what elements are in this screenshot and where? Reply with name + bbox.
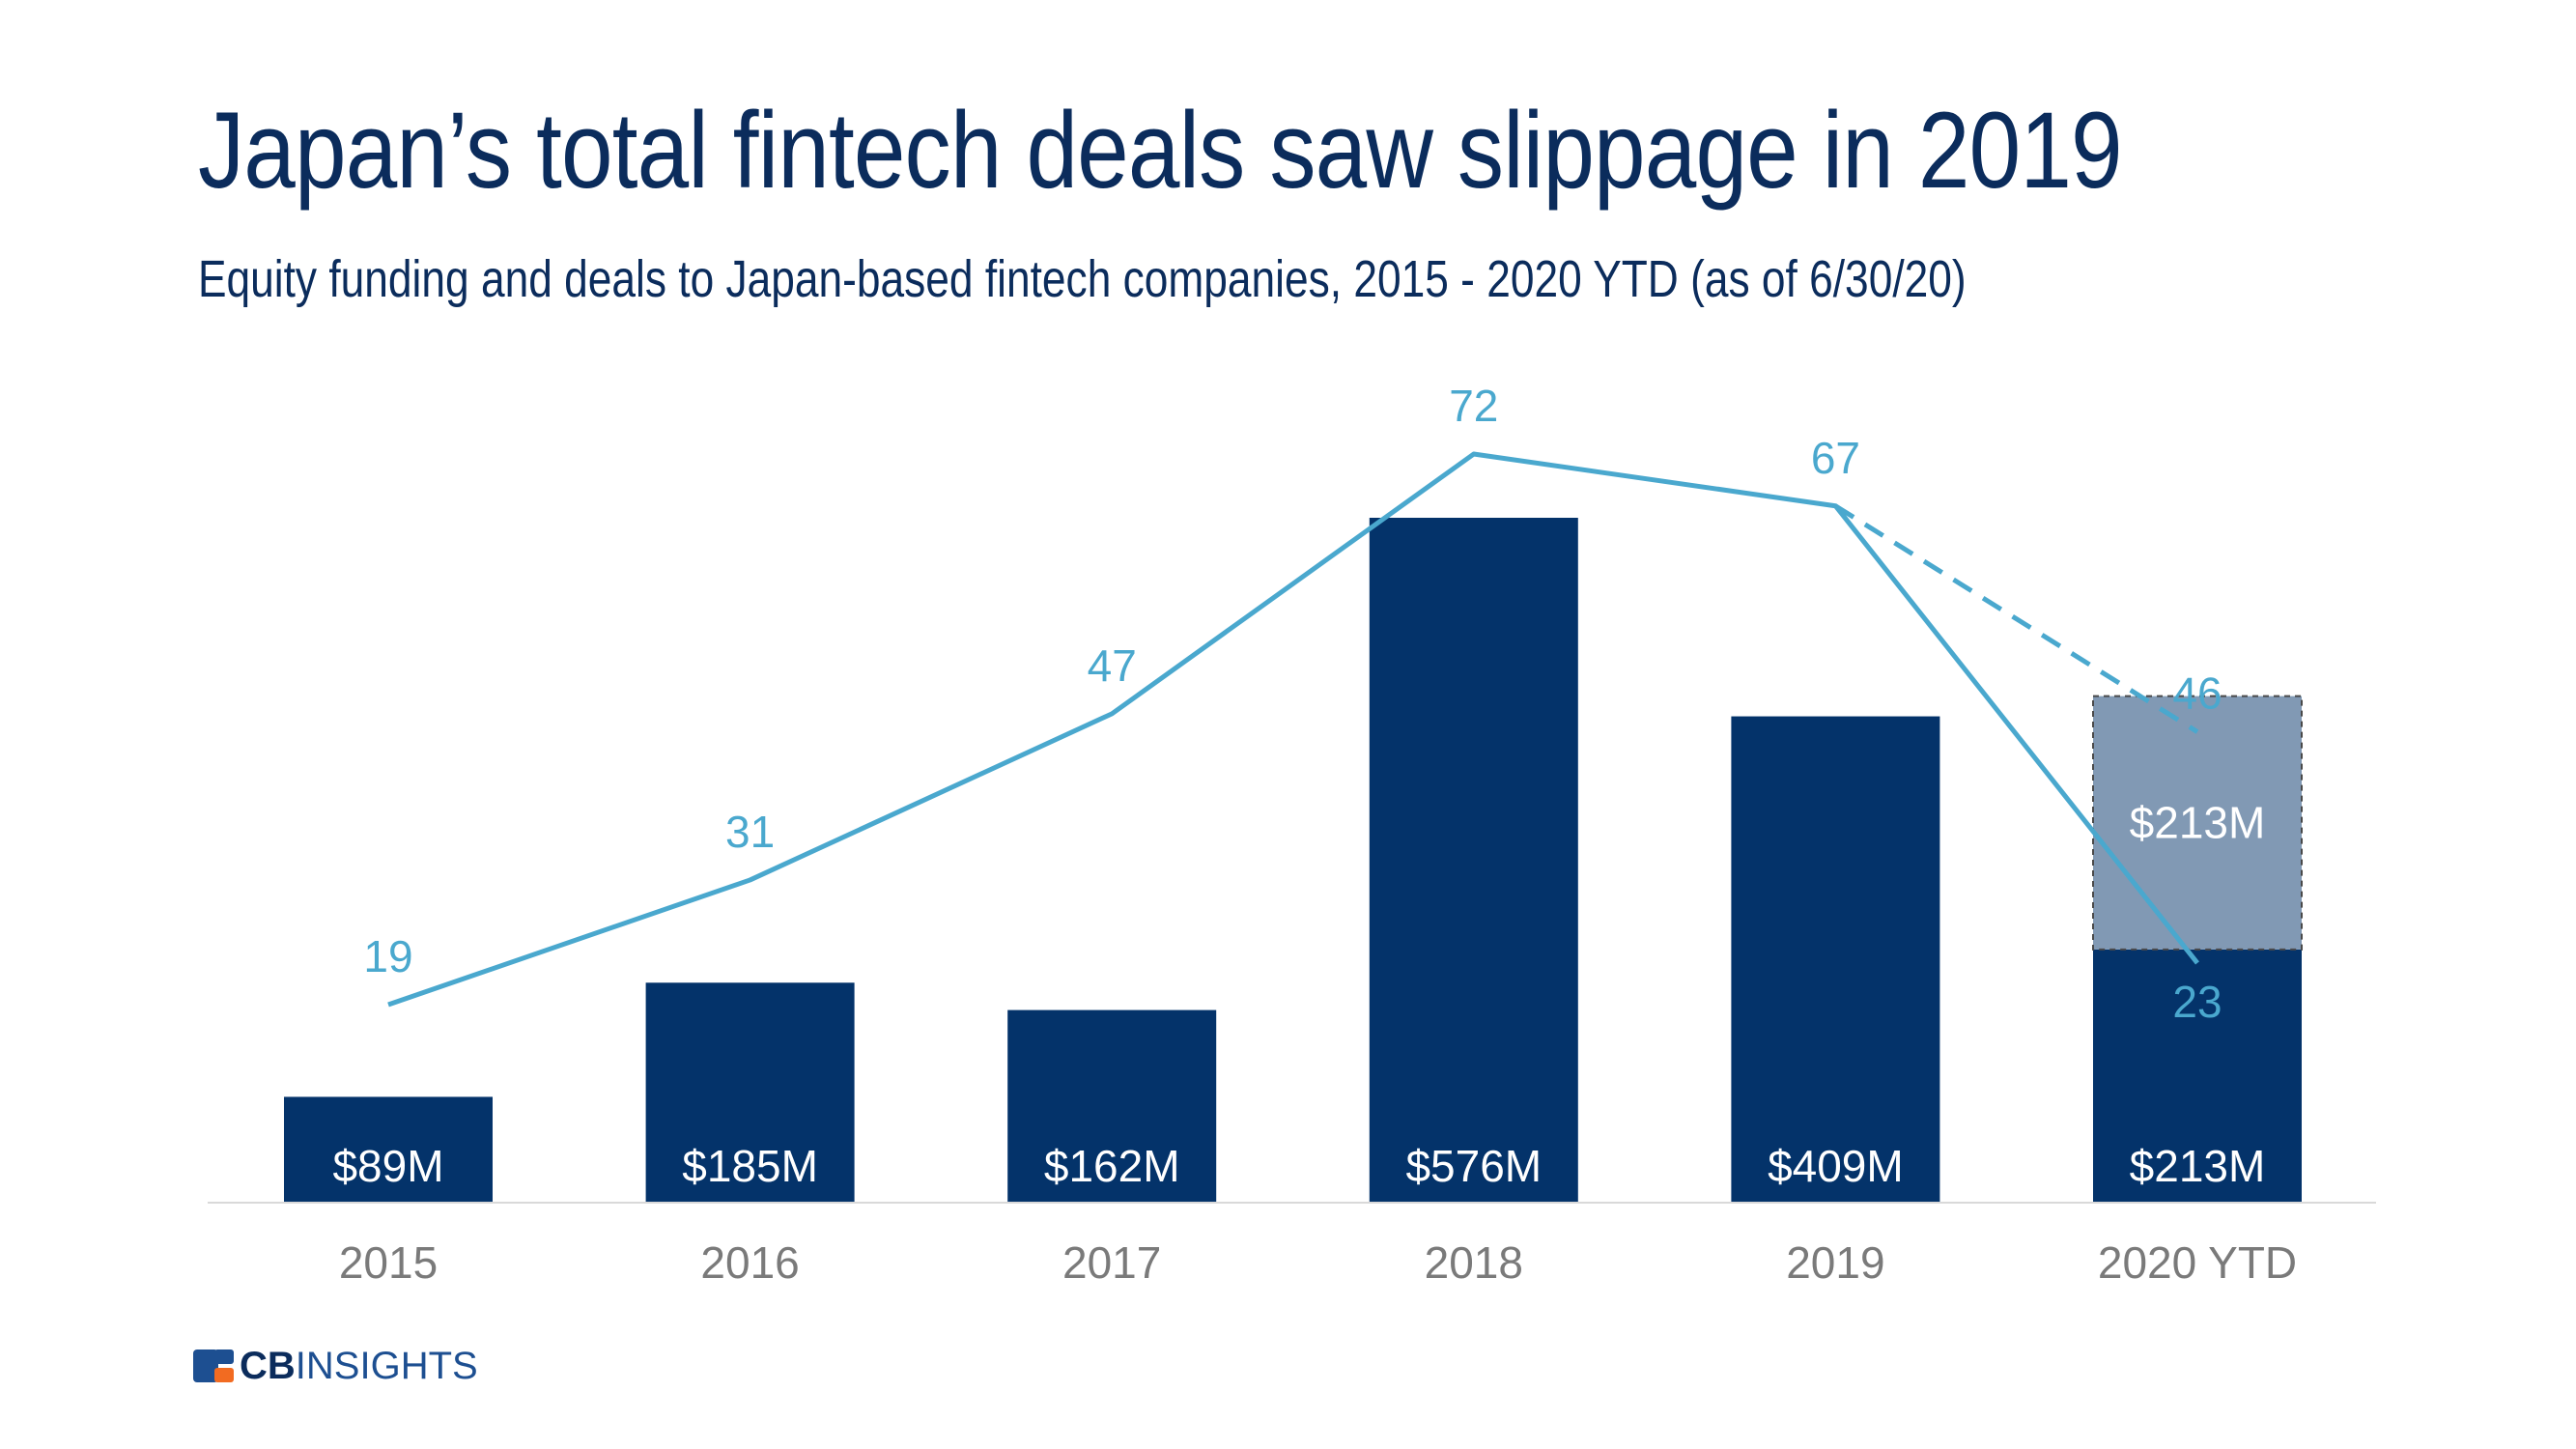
x-tick-label: 2019 <box>1786 1237 1884 1288</box>
funding-bar-label: $185M <box>682 1141 818 1191</box>
deals-line-projected <box>1834 503 2199 734</box>
logo-text-bold: CB <box>240 1345 296 1387</box>
x-axis-tick-labels: 2015 2016 2017 2018 2019 2020 YTD <box>339 1237 2297 1288</box>
deals-data-label: 67 <box>1811 433 1860 483</box>
x-tick-label: 2018 <box>1425 1237 1523 1288</box>
funding-bar-projected <box>2092 695 2303 951</box>
funding-bar <box>1731 716 1940 1203</box>
funding-bar-projected-label: $213M <box>2130 798 2266 848</box>
funding-bars <box>284 518 2303 1203</box>
chart-title: Japan’s total fintech deals saw slippage… <box>198 90 2123 211</box>
x-tick-label: 2017 <box>1062 1237 1161 1288</box>
deals-data-labels: 19 31 47 72 67 23 46 <box>363 381 2222 1027</box>
deals-data-label: 47 <box>1088 640 1137 691</box>
deals-line <box>387 451 2199 1008</box>
funding-bar-label: $213M <box>2130 1141 2266 1191</box>
cb-insights-logo: CBINSIGHTS <box>193 1347 478 1385</box>
funding-bar-labels: $89M $185M $162M $576M $409M $213M $213M <box>332 798 2265 1191</box>
funding-bar <box>1369 518 1578 1203</box>
logo-text-rest: INSIGHTS <box>295 1345 478 1387</box>
funding-bar-label: $409M <box>1768 1141 1904 1191</box>
x-tick-label: 2020 YTD <box>2098 1237 2297 1288</box>
x-tick-label: 2016 <box>700 1237 799 1288</box>
funding-bar-label: $576M <box>1405 1141 1542 1191</box>
x-tick-label: 2015 <box>339 1237 438 1288</box>
funding-bar-label: $89M <box>332 1141 443 1191</box>
funding-bar-label: $162M <box>1044 1141 1180 1191</box>
funding-bar <box>1007 1009 1217 1203</box>
deals-data-label: 31 <box>725 807 775 857</box>
funding-bar <box>2093 949 2302 1203</box>
deals-data-label: 23 <box>2172 977 2222 1027</box>
cb-insights-logo-text: CBINSIGHTS <box>240 1347 478 1385</box>
deals-data-label: 72 <box>1449 381 1498 431</box>
funding-bar <box>284 1096 493 1203</box>
deals-line-series <box>387 451 2199 1008</box>
chart-subtitle: Equity funding and deals to Japan-based … <box>198 250 1967 308</box>
deals-projected-label: 46 <box>2172 668 2222 719</box>
funding-bar <box>645 982 855 1203</box>
cb-insights-logo-mark-icon <box>193 1350 234 1382</box>
deals-data-label: 19 <box>363 931 412 981</box>
